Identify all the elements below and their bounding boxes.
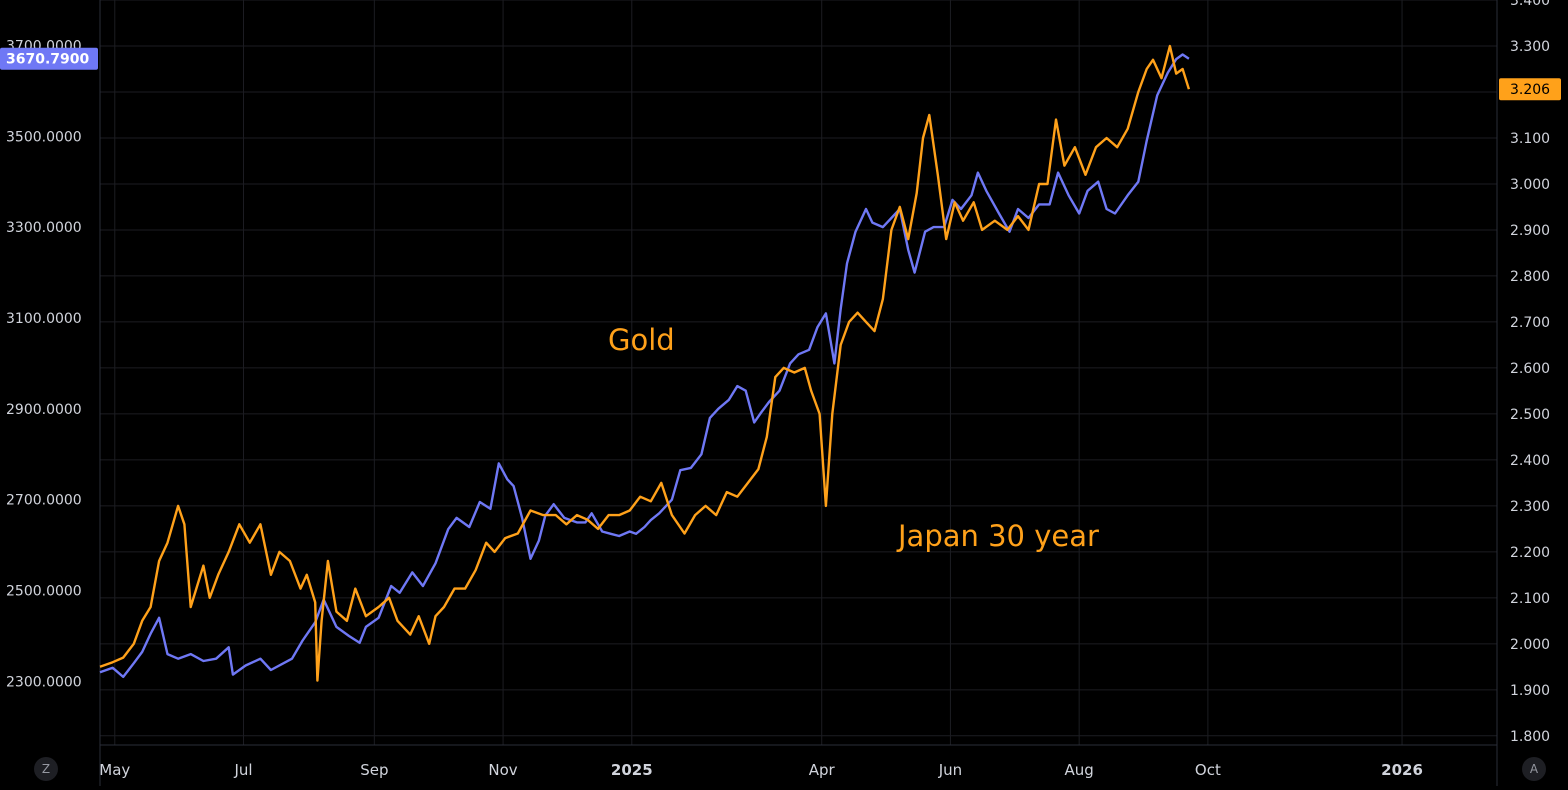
y-right-tick-label: 2.800: [1510, 269, 1550, 285]
y-right-tick-label: 2.500: [1510, 407, 1550, 423]
y-right-tick-label: 2.700: [1510, 315, 1550, 331]
last-value-label-japan: 3.206: [1510, 82, 1550, 98]
y-right-tick-label: 2.000: [1510, 637, 1550, 653]
y-right-tick-label: 1.800: [1510, 729, 1550, 745]
series-line-gold: [99, 53, 1190, 679]
tick-labels: 1.800 1.900 2.000 2.100 2.200 2.300 2.400 2.500…: [6, 0, 1550, 779]
y-left-tick-label: 2900.0000: [6, 402, 82, 418]
y-right-tick-label: 2.100: [1510, 591, 1550, 607]
y-left-tick-label: 3300.0000: [6, 220, 82, 236]
y-left-tick-label: 3100.0000: [6, 311, 82, 327]
x-tick-label: Oct: [1195, 761, 1221, 779]
last-value-label-gold: 3670.7900: [6, 52, 90, 68]
y-left-tick-label: 2300.0000: [6, 674, 82, 690]
y-right-tick-label: 1.900: [1510, 683, 1550, 699]
axes: [99, 0, 1498, 786]
annotation-gold: Gold: [608, 323, 675, 357]
y-left-tick-label: 3500.0000: [6, 129, 82, 145]
y-right-tick-label: 3.000: [1510, 177, 1550, 193]
y-right-tick-label: 2.900: [1510, 223, 1550, 239]
series-lines: [99, 44, 1191, 682]
x-tick-label: May: [99, 761, 130, 779]
annotation-japan-30-year: Japan 30 year: [896, 519, 1099, 553]
x-tick-label: Jul: [233, 761, 252, 779]
grid-lines: [100, 0, 1497, 745]
last-value-badges: 3670.7900 3.206: [0, 47, 1561, 101]
x-tick-label: Sep: [360, 761, 388, 779]
last-value-badge-gold: [0, 47, 98, 70]
y-left-tick-label: 2500.0000: [6, 584, 82, 600]
y-right-tick-label: 3.400: [1510, 0, 1550, 9]
x-tick-label: Nov: [488, 761, 517, 779]
y-right-tick-label: 2.600: [1510, 361, 1550, 377]
x-tick-label: Apr: [809, 761, 836, 779]
last-value-badge-japan: [1499, 78, 1561, 101]
x-tick-label: Aug: [1065, 761, 1094, 779]
y-right-tick-label: 3.300: [1510, 39, 1550, 55]
y-right-tick-label: 3.100: [1510, 131, 1550, 147]
x-tick-label: 2026: [1381, 761, 1423, 779]
x-tick-label: 2025: [611, 761, 653, 779]
y-right-tick-label: 2.200: [1510, 545, 1550, 561]
y-left-tick-label: 2700.0000: [6, 493, 82, 509]
x-tick-label: Jun: [938, 761, 962, 779]
auto-scale-right-button[interactable]: A: [1522, 757, 1546, 781]
series-line-japan-30-year: [99, 44, 1191, 682]
y-right-tick-label: 2.400: [1510, 453, 1550, 469]
auto-scale-left-button[interactable]: Z: [34, 757, 58, 781]
y-right-tick-label: 2.300: [1510, 499, 1550, 515]
